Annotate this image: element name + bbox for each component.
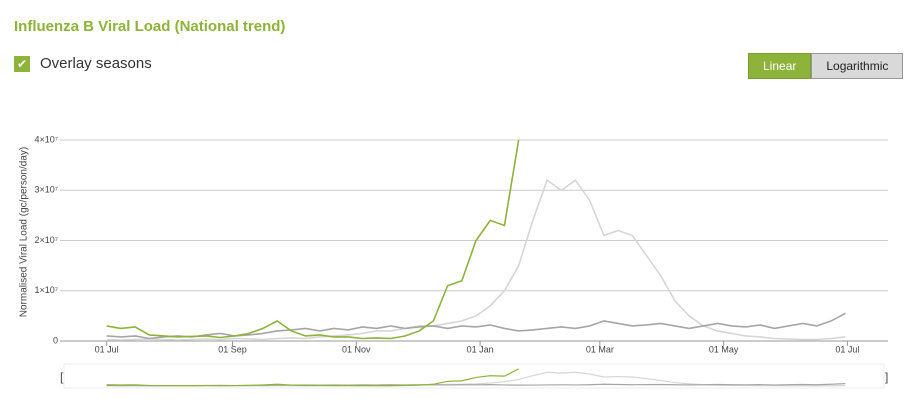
checkbox-tick: ✔ bbox=[14, 55, 30, 72]
overlay-checkbox[interactable]: ✔ Overlay seasons bbox=[14, 55, 152, 72]
y-axis-label: Normalised Viral Load (gc/person/day) bbox=[19, 147, 30, 317]
y-tick-label: 4×10⁷ bbox=[34, 134, 58, 144]
x-tick-label: 01 Jan bbox=[467, 344, 494, 354]
x-tick-label: 01 Jul bbox=[835, 344, 859, 354]
x-tick-label: 01 May bbox=[709, 344, 739, 354]
checkbox-label: Overlay seasons bbox=[40, 55, 152, 72]
x-tick-label: 01 Sep bbox=[218, 344, 247, 354]
series-line bbox=[106, 312, 846, 340]
scale-button[interactable]: Linear bbox=[748, 53, 812, 79]
navigator-handle[interactable]: [ bbox=[60, 370, 64, 384]
y-tick-label: 2×10⁷ bbox=[34, 235, 58, 245]
y-tick-label: 3×10⁷ bbox=[34, 185, 58, 195]
y-tick-label: 0 bbox=[53, 335, 58, 345]
y-tick-label: 1×10⁷ bbox=[34, 285, 58, 295]
x-tick-label: 01 Mar bbox=[586, 344, 614, 354]
navigator-line bbox=[106, 371, 846, 387]
navigator-handle[interactable]: ] bbox=[885, 370, 888, 384]
scale-buttons: Linear Logarithmic bbox=[748, 53, 904, 79]
scale-button[interactable]: Logarithmic bbox=[811, 53, 904, 79]
x-tick-label: 01 Nov bbox=[342, 344, 371, 354]
navigator bbox=[63, 363, 885, 389]
series-line bbox=[106, 139, 520, 340]
chart-title: Influenza B Viral Load (National trend) bbox=[14, 18, 286, 35]
x-tick-label: 01 Jul bbox=[95, 344, 119, 354]
navigator-line bbox=[106, 368, 519, 387]
series-line bbox=[106, 178, 846, 341]
